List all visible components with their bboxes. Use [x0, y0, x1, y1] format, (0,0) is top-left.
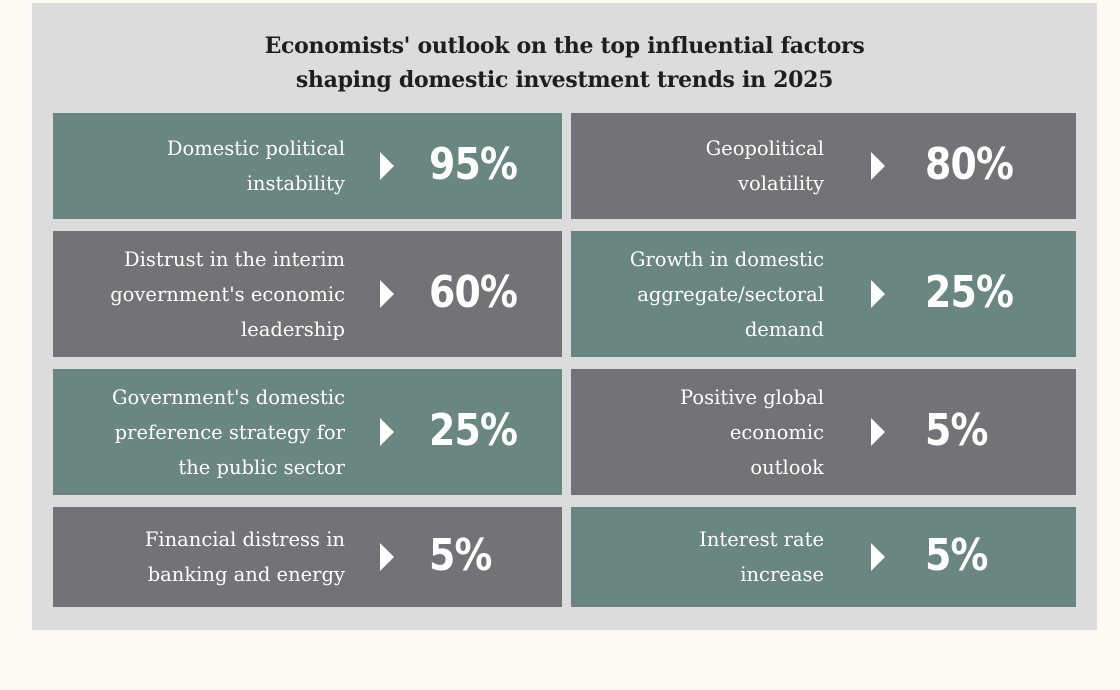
factor-card: Interest rate increase 5%: [571, 507, 1076, 607]
factor-card: Growth in domestic aggregate/sectoral de…: [571, 231, 1076, 357]
factor-card: Distrust in the interim government's eco…: [53, 231, 562, 357]
arrow-right-icon: [380, 418, 394, 446]
factor-label-line: demand: [744, 317, 824, 341]
factor-label: Government's domestic preference strateg…: [112, 369, 345, 495]
factor-label: Geopolitical volatility: [706, 113, 824, 219]
factor-label-line: Interest rate: [699, 528, 824, 551]
factor-value: 5%: [429, 530, 492, 581]
factor-value: 25%: [925, 267, 1014, 318]
factor-label-line: instability: [246, 172, 345, 195]
factor-card: Financial distress in banking and energy…: [53, 507, 562, 607]
factor-label: Distrust in the interim government's eco…: [110, 231, 345, 357]
factor-label-line: increase: [740, 563, 824, 586]
factor-label-line: aggregate/sectoral: [637, 282, 824, 306]
arrow-right-icon: [380, 152, 394, 180]
factor-label-line: the public sector: [178, 455, 345, 479]
factor-card: Domestic political instability 95%: [53, 113, 562, 219]
factor-card: Positive global economic outlook 5%: [571, 369, 1076, 495]
factor-value: 60%: [429, 267, 518, 318]
factor-label-line: Domestic political: [166, 137, 345, 160]
factor-label: Financial distress in banking and energy: [145, 507, 345, 607]
factor-label-line: Geopolitical: [705, 137, 824, 160]
factor-value: 5%: [925, 530, 988, 581]
factor-label-line: economic: [729, 420, 824, 444]
factor-value: 25%: [429, 405, 518, 456]
chart-title-line-2: shaping domestic investment trends in 20…: [295, 67, 834, 93]
factor-label: Growth in domestic aggregate/sectoral de…: [630, 231, 824, 357]
factor-label-line: outlook: [750, 455, 824, 479]
factor-label-line: banking and energy: [147, 563, 345, 586]
factor-label-line: Distrust in the interim: [124, 247, 345, 271]
factor-value: 95%: [429, 139, 518, 190]
chart-title: Economists' outlook on the top influenti…: [32, 29, 1097, 97]
factor-label-line: Financial distress in: [144, 528, 345, 551]
factor-card: Geopolitical volatility 80%: [571, 113, 1076, 219]
arrow-right-icon: [380, 280, 394, 308]
factor-label-line: leadership: [240, 317, 345, 341]
factor-label: Positive global economic outlook: [680, 369, 824, 495]
factor-label-line: Government's domestic: [111, 385, 345, 409]
chart-panel: Economists' outlook on the top influenti…: [32, 3, 1097, 630]
arrow-right-icon: [871, 418, 885, 446]
factor-label-line: preference strategy for: [114, 420, 345, 444]
factor-label-line: Growth in domestic: [629, 247, 824, 271]
chart-title-line-1: Economists' outlook on the top influenti…: [264, 33, 865, 59]
factor-label-line: Positive global: [680, 385, 824, 409]
arrow-right-icon: [380, 543, 394, 571]
factor-label-line: volatility: [737, 172, 824, 195]
factor-value: 5%: [925, 405, 988, 456]
arrow-right-icon: [871, 280, 885, 308]
factor-card: Government's domestic preference strateg…: [53, 369, 562, 495]
factor-label: Domestic political instability: [167, 113, 345, 219]
factor-value: 80%: [925, 139, 1014, 190]
arrow-right-icon: [871, 152, 885, 180]
arrow-right-icon: [871, 543, 885, 571]
factor-label-line: government's economic: [110, 282, 345, 306]
factor-label: Interest rate increase: [699, 507, 824, 607]
